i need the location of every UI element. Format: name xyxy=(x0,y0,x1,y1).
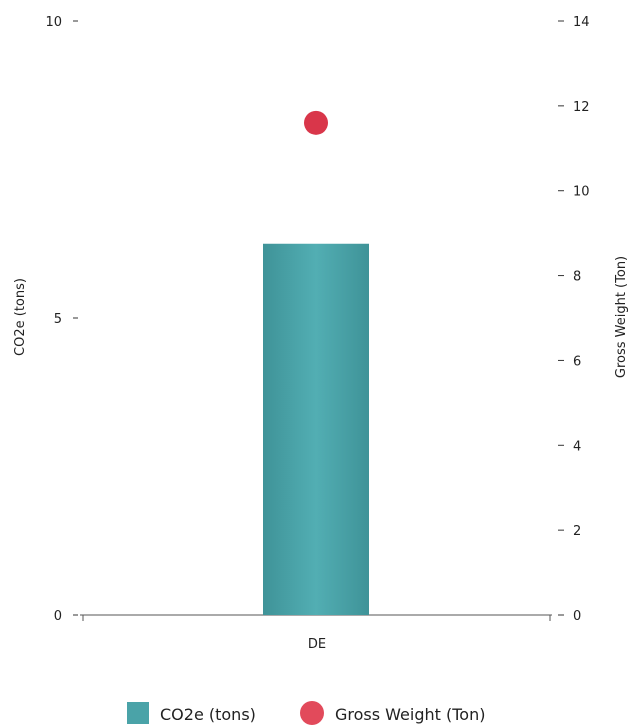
legend-swatch-co2e xyxy=(127,702,149,724)
legend: CO2e (tons) Gross Weight (Ton) xyxy=(127,701,485,725)
y-right-tick-label: 0 xyxy=(573,609,581,624)
plot-area: 0 5 10 0 2 4 6 8 10 12 14 DE xyxy=(45,15,589,652)
legend-swatch-gross-weight xyxy=(300,701,324,725)
y-left-tick-label: 10 xyxy=(45,15,62,30)
y-left-tick-label: 5 xyxy=(54,312,62,327)
point-gross-weight xyxy=(304,110,328,135)
y-right-tick-label: 14 xyxy=(573,15,590,30)
y-right-tick-label: 12 xyxy=(573,100,590,115)
y-right-tick-label: 2 xyxy=(573,524,581,539)
legend-label-co2e: CO2e (tons) xyxy=(160,705,256,724)
y-right-tick-label: 10 xyxy=(573,185,590,200)
bar-co2e xyxy=(263,243,369,615)
y-left-tick-label: 0 xyxy=(54,609,62,624)
y-right-tick-label: 4 xyxy=(573,439,581,454)
x-tick-label: DE xyxy=(308,637,326,652)
y-right-tick-label: 8 xyxy=(573,270,581,285)
y-axis-right-title: Gross Weight (Ton) xyxy=(614,256,629,378)
legend-label-gross-weight: Gross Weight (Ton) xyxy=(335,705,485,724)
y-right-tick-label: 6 xyxy=(573,354,581,369)
y-axis-left-title: CO2e (tons) xyxy=(13,278,28,356)
